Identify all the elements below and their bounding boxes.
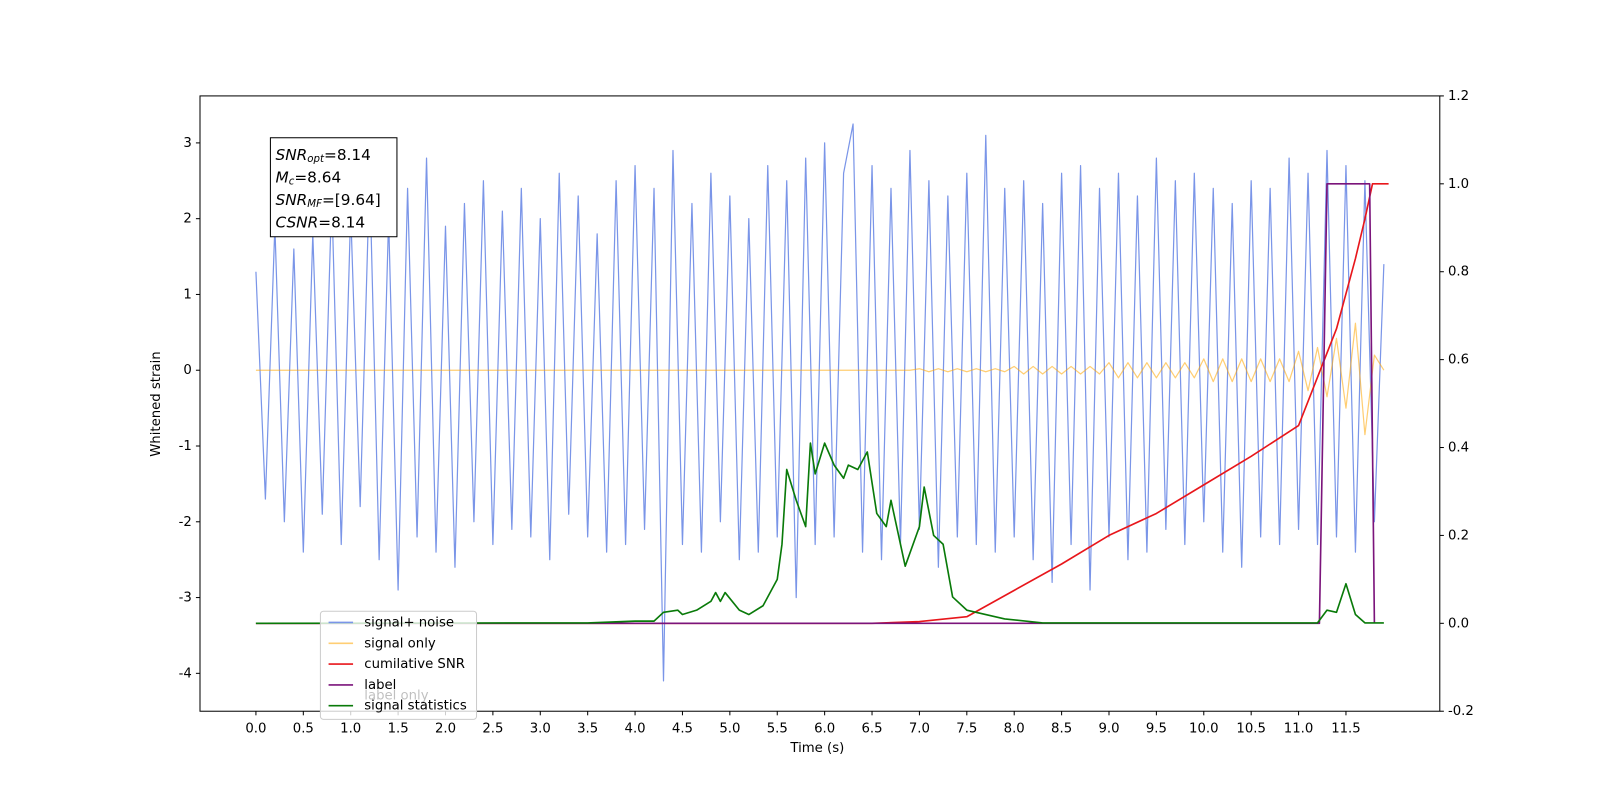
x-tick-label: 0.0 (245, 722, 266, 737)
y2-tick-label: 0.0 (1448, 616, 1469, 631)
x-tick-label: 5.5 (767, 722, 788, 737)
annotation-value: =8.14 (318, 213, 365, 231)
annotation-line: CSNR=8.14 (276, 213, 366, 231)
legend-label: signal only (364, 636, 436, 651)
y2-tick-label: 0.4 (1448, 441, 1469, 456)
y2-tick-label: 1.2 (1448, 89, 1469, 104)
y-tick-label: 2 (183, 212, 191, 227)
x-tick-label: 9.5 (1146, 722, 1167, 737)
x-axis-label: Time (s) (789, 741, 844, 756)
series-line (255, 442, 1384, 625)
x-tick-label: 6.0 (814, 722, 835, 737)
x-tick-label: 7.5 (956, 722, 977, 737)
series-line (255, 123, 1385, 682)
annotation-line: SNRopt=8.14 (276, 146, 371, 166)
x-tick-label: 10.0 (1189, 722, 1219, 737)
y-axis-label: Whitened strain (149, 351, 164, 456)
annotation-var: SNR (276, 146, 308, 164)
x-tick-label: 10.5 (1236, 722, 1266, 737)
y-tick-label: 1 (183, 287, 191, 302)
x-tick-label: 1.0 (340, 722, 361, 737)
y-tick-label: -4 (179, 666, 192, 681)
y2-tick-label: 0.2 (1448, 528, 1469, 543)
y-tick-label: 0 (183, 363, 191, 378)
x-tick-label: 8.5 (1051, 722, 1072, 737)
annotation-sub: c (289, 177, 295, 188)
y-tick-label: 3 (183, 136, 191, 151)
annotation-value: =[9.64] (322, 191, 381, 209)
annotation-value: =8.64 (294, 168, 341, 186)
x-tick-label: 2.5 (482, 722, 503, 737)
legend-label: cumilative SNR (364, 657, 465, 672)
y2-tick-label: 0.8 (1448, 265, 1469, 280)
plot-area (255, 123, 1389, 682)
y2-tick-label: -0.2 (1448, 704, 1474, 719)
x-tick-label: 3.5 (577, 722, 598, 737)
x-tick-label: 1.5 (388, 722, 409, 737)
x-tick-label: 9.0 (1098, 722, 1119, 737)
y-tick-label: -1 (179, 439, 192, 454)
x-tick-label: 7.0 (909, 722, 930, 737)
legend-box (319, 610, 478, 720)
x-tick-label: 3.0 (530, 722, 551, 737)
x-tick-label: 0.5 (293, 722, 314, 737)
annotation-var: M (276, 168, 289, 186)
series-line (255, 182, 1376, 625)
y2-tick-label: 1.0 (1448, 177, 1469, 192)
annotation-sub: opt (307, 154, 325, 165)
annotation-var: SNR (276, 191, 308, 209)
y-tick-label: -2 (179, 515, 192, 530)
annotation-line: SNRMF=[9.64] (276, 191, 381, 211)
x-tick-label: 6.5 (861, 722, 882, 737)
legend-label: signal statistics (364, 699, 467, 714)
x-tick-label: 11.5 (1331, 722, 1361, 737)
series-line (255, 322, 1385, 436)
annotation-line: Mc=8.64 (276, 168, 342, 188)
legend-label: label (364, 678, 396, 693)
x-tick-label: 2.0 (435, 722, 456, 737)
x-tick-label: 8.0 (1004, 722, 1025, 737)
x-tick-label: 5.0 (719, 722, 740, 737)
annotation-box (269, 137, 398, 238)
annotation-sub: MF (307, 199, 322, 210)
x-tick-label: 11.0 (1284, 722, 1314, 737)
legend-hidden-text: label only (364, 688, 428, 703)
annotation-var: CSNR (276, 213, 319, 231)
y2-tick-label: 0.6 (1448, 353, 1469, 368)
axes-frame (199, 95, 1441, 712)
legend: label only signal+ noise signal only cumila… (319, 610, 478, 720)
y-tick-label: -3 (179, 591, 192, 606)
legend-label: signal+ noise (364, 615, 454, 630)
x-tick-label: 4.5 (672, 722, 693, 737)
series-line (255, 182, 1389, 625)
annotation-value: =8.14 (324, 146, 371, 164)
x-tick-label: 4.0 (625, 722, 646, 737)
